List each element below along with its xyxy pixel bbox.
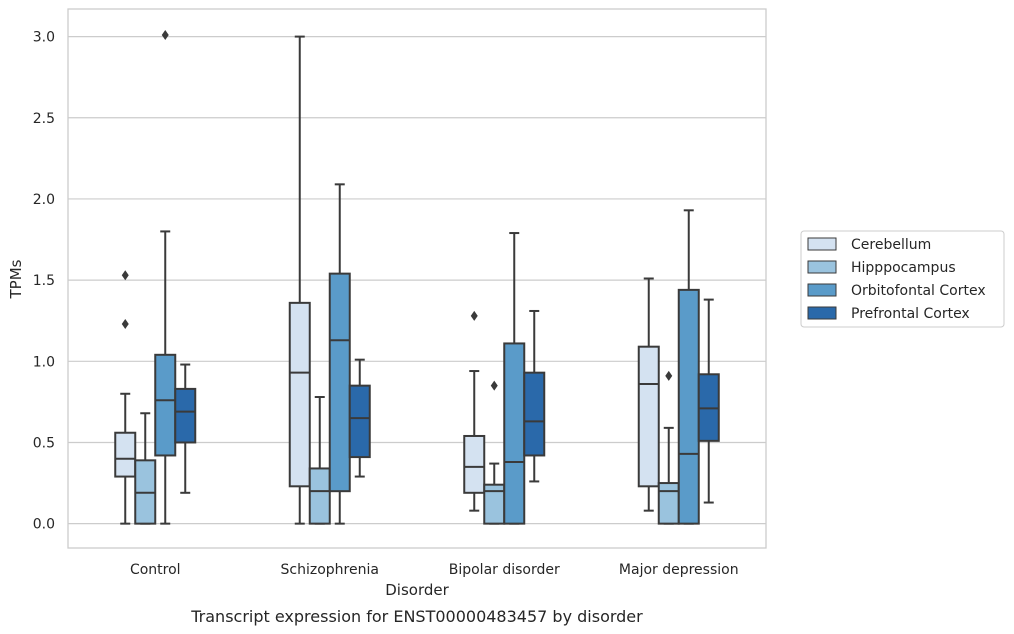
chart-caption: Transcript expression for ENST0000048345… <box>190 607 643 626</box>
legend-label: Orbitofontal Cortex <box>851 283 986 299</box>
y-tick-label: 0.5 <box>33 435 55 451</box>
outlier-point <box>470 310 478 321</box>
outlier-point <box>161 29 169 40</box>
box-group <box>134 412 157 525</box>
y-tick-labels: 0.0 0.5 1.0 1.5 2.0 2.5 3.0 <box>33 30 55 533</box>
x-tick-label: Control <box>130 562 181 578</box>
box <box>463 434 486 494</box>
box <box>154 353 177 457</box>
legend-label: Cerebellum <box>851 237 931 253</box>
y-tick-label: 0.0 <box>33 517 55 533</box>
y-tick-label: 2.5 <box>33 111 55 127</box>
box-group <box>677 209 700 525</box>
box-group <box>308 396 331 525</box>
box <box>503 342 526 525</box>
outlier-point <box>121 318 129 329</box>
outlier-point <box>665 370 673 381</box>
box <box>677 288 700 525</box>
box-group <box>154 29 177 525</box>
box-group <box>637 277 660 512</box>
legend-swatch <box>807 237 837 251</box>
x-tick-label: Major depression <box>619 562 739 578</box>
box <box>308 467 331 525</box>
box-group <box>657 370 680 525</box>
legend-frame <box>800 230 1005 328</box>
y-tick-label: 3.0 <box>33 30 55 46</box>
plot-frame <box>67 8 767 549</box>
box-group <box>483 380 506 525</box>
box-group <box>503 232 526 525</box>
y-tick-label: 1.0 <box>33 354 55 370</box>
box <box>328 272 351 493</box>
outlier-point <box>121 270 129 281</box>
legend-swatch <box>807 260 837 274</box>
y-axis-label: TPMs <box>7 259 25 299</box>
legend: Cerebellum Hipppocampus Orbitofontal Corte… <box>800 230 1005 328</box>
box <box>657 482 680 525</box>
box-group <box>328 183 351 525</box>
x-tick-label: Bipolar disorder <box>449 562 560 578</box>
legend-swatch <box>807 306 837 320</box>
legend-label: Hipppocampus <box>851 260 956 276</box>
x-tick-label: Schizophrenia <box>281 562 379 578</box>
x-axis-label: Disorder <box>385 581 449 599</box>
box <box>637 345 660 488</box>
y-tick-label: 2.0 <box>33 192 55 208</box>
box-group <box>174 363 197 494</box>
legend-swatch <box>807 283 837 297</box>
x-tick-labels: Control Schizophrenia Bipolar disorder Majo… <box>130 562 739 578</box>
y-tick-label: 1.5 <box>33 273 55 289</box>
box <box>114 431 137 478</box>
box-group <box>288 35 311 525</box>
box-group <box>523 309 546 483</box>
box-group <box>463 310 486 512</box>
box <box>348 384 371 459</box>
box-group <box>348 358 371 478</box>
box-group <box>114 270 137 525</box>
box <box>523 371 546 457</box>
box <box>174 387 197 444</box>
box-group <box>697 298 720 504</box>
outlier-point <box>490 380 498 391</box>
box <box>288 301 311 488</box>
box-layer <box>114 29 720 525</box>
legend-label: Prefrontal Cortex <box>851 306 970 322</box>
